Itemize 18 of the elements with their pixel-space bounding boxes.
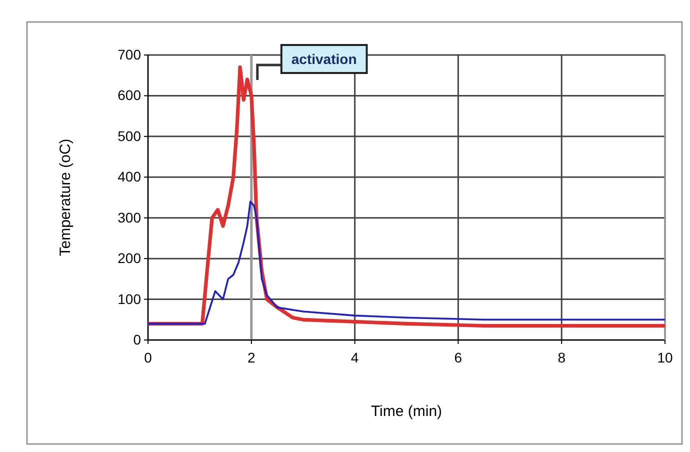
x-tick-label: 6 [454, 349, 462, 366]
x-tick-label: 10 [657, 349, 673, 366]
y-tick-label: 700 [118, 46, 142, 62]
y-tick-label: 100 [118, 290, 142, 307]
y-tick-label: 500 [118, 128, 142, 144]
ref-line-label: activation [291, 51, 357, 67]
x-tick-label: 2 [248, 349, 256, 366]
x-tick-label: 8 [558, 349, 566, 366]
y-tick-label: 0 [133, 331, 142, 348]
x-tick-label: 4 [350, 349, 359, 366]
y-axis-title: Temperature (oC) [57, 138, 74, 256]
x-tick-label: 0 [144, 349, 152, 366]
x-axis-title: Time (min) [370, 403, 442, 420]
y-tick-label: 600 [118, 87, 142, 104]
y-tick-label: 300 [118, 209, 142, 226]
y-tick-label: 200 [118, 250, 142, 266]
y-tick-label: 400 [118, 168, 142, 185]
line-series [147, 200, 666, 325]
